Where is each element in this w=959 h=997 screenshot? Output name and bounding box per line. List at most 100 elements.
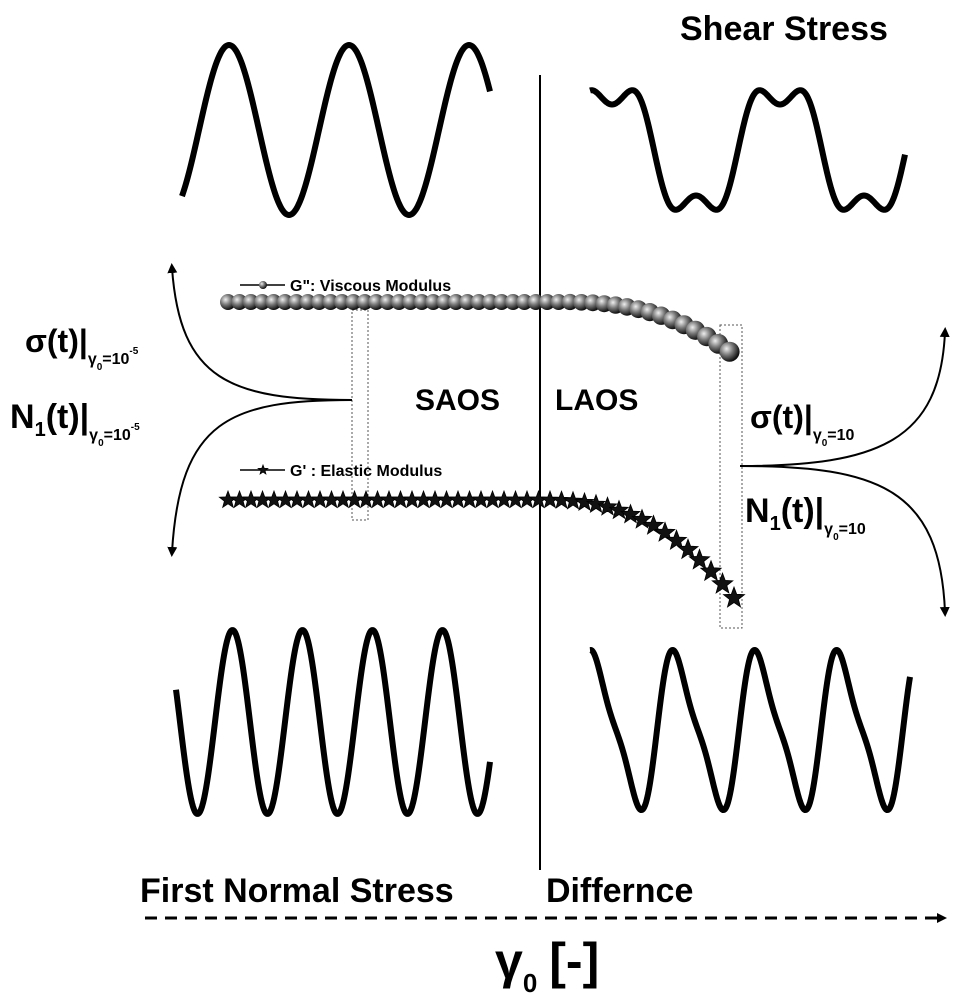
- elastic-marker: [563, 490, 583, 510]
- part: γ: [495, 933, 523, 989]
- viscous-marker: [299, 294, 316, 310]
- part: γ: [89, 427, 98, 444]
- viscous-marker: [470, 294, 487, 310]
- viscous-marker: [356, 294, 373, 310]
- viscous-marker: [505, 294, 521, 310]
- elastic-marker: [654, 521, 676, 542]
- part: (t)|: [46, 398, 89, 436]
- part: =10: [839, 521, 866, 538]
- sigma-low-label: σ(t)|γ0=10-5: [25, 323, 139, 373]
- part: σ(t)|: [25, 323, 88, 359]
- part: γ: [813, 427, 822, 444]
- part: 0: [97, 362, 103, 373]
- viscous-marker: [482, 294, 499, 310]
- dotted-box: [351, 309, 369, 521]
- viscous-marker: [311, 294, 328, 310]
- elastic-marker: [257, 463, 269, 475]
- elastic-marker: [620, 503, 641, 524]
- part: -5: [131, 422, 140, 433]
- legend-marker: [259, 281, 267, 289]
- arrow: [739, 465, 950, 617]
- dotted-box: [719, 324, 743, 629]
- part: γ: [824, 521, 833, 538]
- part: =10: [104, 427, 131, 444]
- wave: [588, 647, 913, 813]
- part: σ(t)|: [750, 399, 813, 435]
- part: 0: [833, 532, 839, 543]
- elastic-marker: [585, 493, 607, 514]
- part: [-]: [549, 933, 599, 989]
- elastic-marker: [722, 585, 746, 608]
- viscous-marker: [413, 294, 430, 310]
- viscous-marker: [493, 294, 510, 310]
- viscous-marker: [220, 294, 236, 310]
- region-label: LAOS: [555, 384, 638, 417]
- viscous-marker: [719, 341, 740, 362]
- legend-marker: [257, 463, 269, 475]
- bottom-title: Differnce: [546, 872, 693, 910]
- part: =10: [827, 427, 854, 444]
- waves: [173, 42, 913, 817]
- part: N: [10, 398, 35, 436]
- elastic-marker: [711, 572, 734, 594]
- elastic-marker: [699, 559, 723, 582]
- elastic-marker: [665, 529, 688, 551]
- axis-label: γ0 [-]: [495, 933, 599, 997]
- bottom-title: First Normal Stress: [140, 872, 454, 910]
- part: -5: [129, 346, 138, 357]
- elastic-marker: [631, 508, 653, 529]
- arrow: [167, 399, 353, 557]
- part: γ: [88, 351, 97, 368]
- elastic-marker: [676, 538, 700, 560]
- viscous-marker: [402, 294, 419, 310]
- viscous-marker: [277, 294, 293, 310]
- part: N: [745, 492, 770, 530]
- elastic-marker: [608, 499, 630, 520]
- elastic-marker: [574, 491, 595, 512]
- wave: [588, 87, 908, 213]
- viscous-marker: [436, 294, 453, 310]
- viscous-marker: [527, 294, 544, 310]
- n1-high-label: N1(t)|γ0=10: [745, 492, 866, 543]
- wave: [173, 627, 493, 817]
- viscous-marker: [288, 294, 305, 310]
- viscous-marker: [459, 294, 476, 310]
- sigma-high-label: σ(t)|γ0=10: [750, 399, 855, 449]
- part: 1: [770, 513, 781, 535]
- viscous-marker: [345, 294, 362, 310]
- viscous-marker: [379, 294, 396, 310]
- viscous-marker: [322, 294, 339, 310]
- part: 0: [98, 438, 104, 449]
- part: (t)|: [781, 492, 824, 530]
- elastic-marker: [688, 548, 711, 570]
- viscous-marker: [368, 294, 385, 310]
- viscous-marker: [539, 294, 556, 310]
- region-label: SAOS: [415, 384, 500, 417]
- modulus-markers: [218, 293, 746, 608]
- title: Shear Stress: [680, 10, 888, 48]
- elastic-marker: [597, 496, 618, 516]
- viscous-marker: [334, 294, 350, 310]
- viscous-marker: [448, 294, 464, 310]
- viscous-marker: [391, 294, 407, 310]
- viscous-marker: [242, 294, 259, 310]
- arrow: [167, 263, 353, 401]
- part: 1: [35, 419, 46, 441]
- elastic-marker: [642, 514, 665, 535]
- part: 0: [523, 968, 537, 997]
- legend-label: G' : Elastic Modulus: [290, 463, 442, 480]
- viscous-marker: [516, 294, 533, 310]
- n1-low-label: N1(t)|γ0=10-5: [10, 398, 140, 449]
- elastic-marker: [551, 490, 572, 509]
- viscous-marker: [425, 294, 442, 310]
- viscous-marker: [254, 294, 271, 310]
- viscous-marker: [231, 294, 248, 310]
- wave: [179, 42, 493, 218]
- part: 0: [822, 438, 828, 449]
- part: =10: [102, 351, 129, 368]
- viscous-marker: [550, 294, 567, 310]
- arrow: [739, 327, 950, 467]
- viscous-marker: [265, 294, 282, 310]
- legend-label: G": Viscous Modulus: [290, 278, 451, 295]
